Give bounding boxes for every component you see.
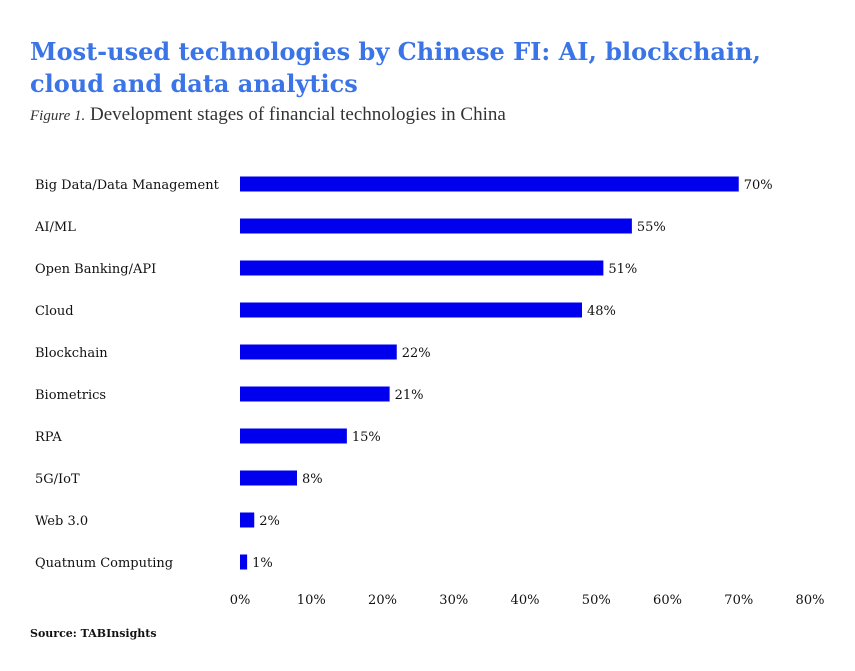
bar bbox=[240, 386, 390, 402]
data-label: 1% bbox=[252, 556, 273, 571]
data-label: 21% bbox=[395, 388, 424, 403]
bar bbox=[240, 554, 248, 570]
category-label: Blockchain bbox=[35, 346, 108, 361]
category-label: Big Data/Data Management bbox=[35, 178, 220, 193]
data-label: 2% bbox=[259, 514, 280, 529]
bar bbox=[240, 512, 255, 528]
bar bbox=[240, 470, 297, 486]
bar bbox=[240, 344, 397, 360]
x-tick-label: 80% bbox=[796, 593, 825, 608]
data-label: 22% bbox=[402, 346, 431, 361]
x-tick-label: 20% bbox=[368, 593, 397, 608]
x-tick-label: 70% bbox=[724, 593, 753, 608]
bar bbox=[240, 260, 604, 276]
x-tick-label: 60% bbox=[653, 593, 682, 608]
data-label: 51% bbox=[608, 262, 637, 277]
chart-subtitle: Figure 1. Development stages of financia… bbox=[30, 104, 506, 126]
x-tick-label: 30% bbox=[439, 593, 468, 608]
category-label: AI/ML bbox=[34, 220, 76, 235]
bar bbox=[240, 302, 582, 318]
subtitle-text: Development stages of financial technolo… bbox=[90, 104, 506, 125]
category-label: 5G/IoT bbox=[35, 472, 80, 487]
category-label: RPA bbox=[35, 430, 62, 445]
x-tick-label: 50% bbox=[582, 593, 611, 608]
data-label: 48% bbox=[587, 304, 616, 319]
category-label: Quatnum Computing bbox=[35, 556, 173, 571]
x-tick-label: 0% bbox=[230, 593, 251, 608]
data-label: 70% bbox=[744, 178, 773, 193]
category-label: Biometrics bbox=[35, 388, 106, 403]
data-label: 15% bbox=[352, 430, 381, 445]
source-note: Source: TABInsights bbox=[30, 627, 157, 640]
chart-title: Most-used technologies by Chinese FI: AI… bbox=[30, 37, 761, 98]
figure-number: Figure 1. bbox=[30, 108, 86, 124]
x-tick-label: 40% bbox=[511, 593, 540, 608]
bar bbox=[240, 218, 632, 234]
category-label: Web 3.0 bbox=[35, 514, 88, 529]
data-label: 55% bbox=[637, 220, 666, 235]
bar bbox=[240, 428, 347, 444]
category-label: Open Banking/API bbox=[35, 262, 156, 277]
data-label: 8% bbox=[302, 472, 323, 487]
bar bbox=[240, 176, 739, 192]
category-label: Cloud bbox=[35, 304, 74, 319]
x-tick-label: 10% bbox=[297, 593, 326, 608]
